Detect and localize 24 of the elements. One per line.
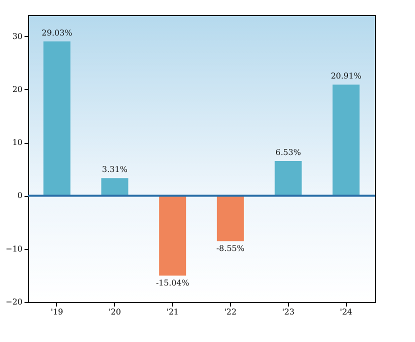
y-tick-label: 10 [12,138,22,148]
y-tick-label: 30 [12,32,22,41]
y-tick-label: 20 [12,84,22,94]
x-tick-label: '23 [282,308,294,316]
data-label: 3.31% [102,165,128,174]
x-tick-label: '24 [340,308,352,316]
data-label: -15.04% [156,278,190,288]
x-tick-label: '21 [166,308,179,316]
data-label: -8.55% [216,244,245,254]
bar [43,41,70,196]
data-label: 6.53% [276,148,302,157]
data-label: 29.03% [42,28,73,38]
bar [216,196,244,242]
data-label: 20.91% [330,72,362,81]
bar [159,196,186,276]
x-tick-label: '20 [108,308,121,316]
y-tick-label: −10 [6,244,22,254]
x-tick-label: '19 [50,308,64,316]
y-tick-label: −20 [6,298,22,306]
y-tick-label: 0 [17,191,22,200]
bar [274,161,302,196]
x-tick-label: '22 [224,308,237,316]
bar [332,84,360,196]
bar [101,178,128,196]
